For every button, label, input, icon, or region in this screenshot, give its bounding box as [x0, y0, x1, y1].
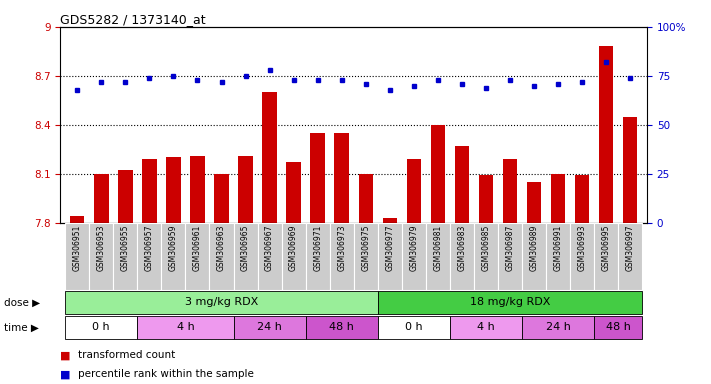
Bar	[166, 157, 181, 223]
Bar	[407, 159, 421, 223]
Text: ■: ■	[60, 369, 71, 379]
Text: 4 h: 4 h	[477, 322, 495, 333]
Text: ■: ■	[60, 350, 71, 360]
Bar	[546, 223, 570, 290]
Bar	[142, 159, 156, 223]
Text: GSM306989: GSM306989	[530, 225, 538, 271]
Bar	[474, 223, 498, 290]
Text: dose ▶: dose ▶	[4, 297, 40, 308]
Bar	[238, 156, 252, 223]
Bar	[90, 223, 113, 290]
Bar	[522, 316, 594, 339]
Bar	[522, 223, 546, 290]
Bar	[551, 174, 565, 223]
Text: GSM306967: GSM306967	[265, 225, 274, 271]
Bar	[618, 223, 642, 290]
Bar	[358, 174, 373, 223]
Text: 3 mg/kg RDX: 3 mg/kg RDX	[185, 297, 258, 308]
Text: GSM306971: GSM306971	[313, 225, 322, 271]
Bar	[262, 92, 277, 223]
Bar	[378, 223, 402, 290]
Text: GSM306993: GSM306993	[577, 225, 587, 271]
Bar	[306, 223, 330, 290]
Text: 24 h: 24 h	[257, 322, 282, 333]
Text: GSM306965: GSM306965	[241, 225, 250, 271]
Text: GSM306951: GSM306951	[73, 225, 82, 271]
Bar	[137, 316, 233, 339]
Text: GSM306957: GSM306957	[145, 225, 154, 271]
Text: GSM306975: GSM306975	[361, 225, 370, 271]
Bar	[575, 175, 589, 223]
Bar	[570, 223, 594, 290]
Bar	[282, 223, 306, 290]
Bar	[118, 170, 132, 223]
Bar	[210, 223, 233, 290]
Bar	[383, 218, 397, 223]
Bar	[503, 159, 517, 223]
Text: GSM306953: GSM306953	[97, 225, 106, 271]
Text: GSM306987: GSM306987	[506, 225, 515, 271]
Bar	[498, 223, 522, 290]
Text: 0 h: 0 h	[405, 322, 422, 333]
Text: GSM306991: GSM306991	[554, 225, 562, 271]
Bar	[214, 174, 229, 223]
Text: GDS5282 / 1373140_at: GDS5282 / 1373140_at	[60, 13, 206, 26]
Bar	[334, 133, 349, 223]
Text: GSM306973: GSM306973	[337, 225, 346, 271]
Bar	[479, 175, 493, 223]
Bar	[450, 223, 474, 290]
Bar	[330, 223, 354, 290]
Bar	[455, 146, 469, 223]
Text: GSM306963: GSM306963	[217, 225, 226, 271]
Bar	[594, 223, 618, 290]
Text: GSM306985: GSM306985	[481, 225, 491, 271]
Text: 18 mg/kg RDX: 18 mg/kg RDX	[470, 297, 550, 308]
Text: GSM306983: GSM306983	[457, 225, 466, 271]
Bar	[378, 316, 450, 339]
Text: GSM306981: GSM306981	[434, 225, 442, 271]
Text: 0 h: 0 h	[92, 322, 110, 333]
Bar	[599, 46, 614, 223]
Bar	[233, 223, 257, 290]
Bar	[287, 162, 301, 223]
Text: GSM306997: GSM306997	[626, 225, 635, 271]
Text: percentile rank within the sample: percentile rank within the sample	[78, 369, 254, 379]
Text: GSM306961: GSM306961	[193, 225, 202, 271]
Text: GSM306959: GSM306959	[169, 225, 178, 271]
Text: 48 h: 48 h	[606, 322, 631, 333]
Text: GSM306995: GSM306995	[602, 225, 611, 271]
Bar	[94, 174, 109, 223]
Text: GSM306979: GSM306979	[410, 225, 418, 271]
Text: 4 h: 4 h	[176, 322, 194, 333]
Text: GSM306955: GSM306955	[121, 225, 130, 271]
Bar	[65, 291, 378, 314]
Bar	[402, 223, 426, 290]
Bar	[378, 291, 642, 314]
Bar	[431, 125, 445, 223]
Text: 48 h: 48 h	[329, 322, 354, 333]
Bar	[191, 156, 205, 223]
Bar	[186, 223, 210, 290]
Bar	[233, 316, 306, 339]
Bar	[137, 223, 161, 290]
Text: time ▶: time ▶	[4, 322, 38, 333]
Bar	[354, 223, 378, 290]
Bar	[161, 223, 186, 290]
Text: 24 h: 24 h	[545, 322, 570, 333]
Bar	[426, 223, 450, 290]
Bar	[113, 223, 137, 290]
Bar	[65, 316, 137, 339]
Text: GSM306969: GSM306969	[289, 225, 298, 271]
Bar	[594, 316, 642, 339]
Bar	[450, 316, 522, 339]
Bar	[306, 316, 378, 339]
Bar	[65, 223, 90, 290]
Bar	[257, 223, 282, 290]
Bar	[623, 117, 637, 223]
Bar	[311, 133, 325, 223]
Bar	[70, 216, 85, 223]
Text: transformed count: transformed count	[78, 350, 176, 360]
Bar	[527, 182, 541, 223]
Text: GSM306977: GSM306977	[385, 225, 395, 271]
